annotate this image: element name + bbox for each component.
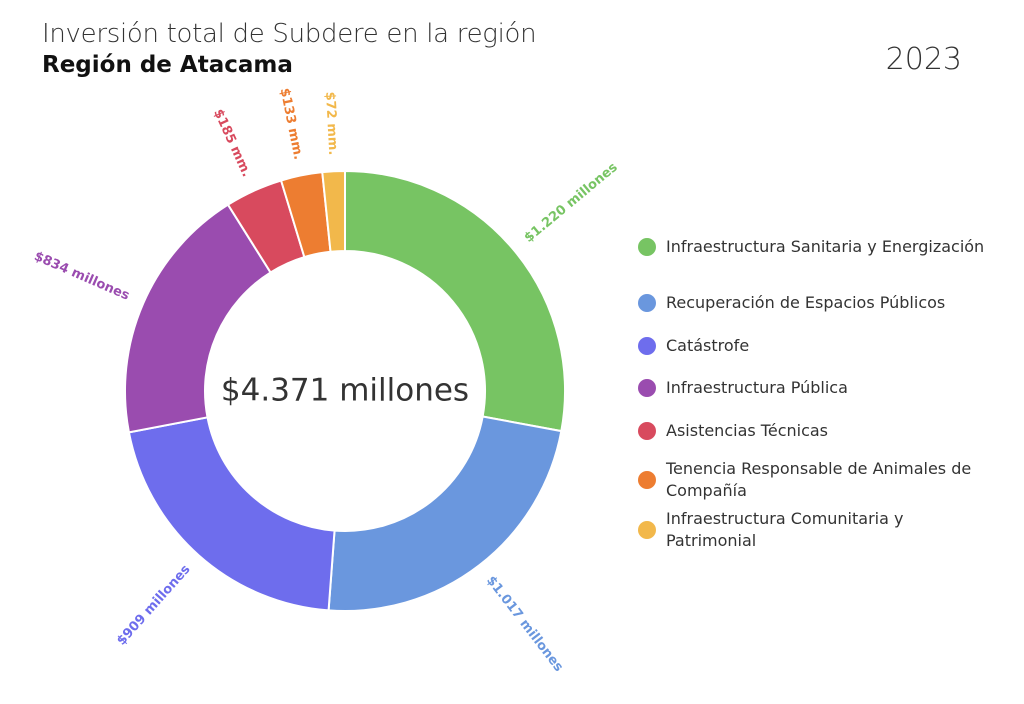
title-block: Inversión total de Subdere en la región …	[42, 18, 537, 80]
slice-value-label: $1.220 millones	[522, 160, 621, 246]
legend-swatch	[638, 238, 656, 256]
legend-label: Infraestructura Pública	[666, 378, 848, 397]
legend-label: Recuperación de Espacios Públicos	[666, 293, 946, 312]
slice-value-label: $72 mm.	[322, 91, 340, 155]
legend-label: Tenencia Responsable de Animales de Comp…	[666, 459, 972, 500]
legend-label: Infraestructura Sanitaria y Energización	[666, 237, 985, 256]
chart-title: Región de Atacama	[42, 52, 293, 78]
legend-item: Infraestructura Sanitaria y Energización	[638, 236, 998, 258]
legend-item: Tenencia Responsable de Animales de Comp…	[638, 458, 998, 502]
legend-swatch	[638, 422, 656, 440]
legend-swatch	[638, 379, 656, 397]
donut-slice	[321, 169, 346, 253]
legend-item: Catástrofe	[638, 335, 998, 357]
legend-item: Infraestructura Pública	[638, 377, 998, 399]
year-label: 2023	[885, 42, 962, 77]
slice-value-label: $1.017 millones	[483, 573, 566, 675]
center-total-label: $4.371 millones	[221, 373, 469, 409]
legend-item: Infraestructura Comunitaria y Patrimonia…	[638, 508, 998, 552]
slice-value-label: $185 mm.	[210, 107, 254, 179]
slice-value-label: $909 millones	[114, 562, 193, 649]
legend-label: Infraestructura Comunitaria y Patrimonia…	[666, 509, 904, 550]
legend-label: Asistencias Técnicas	[666, 421, 829, 440]
donut-slice	[327, 415, 563, 612]
donut-slice	[344, 169, 566, 433]
chart-subtitle: Inversión total de Subdere en la región	[42, 19, 537, 49]
legend-swatch	[638, 337, 656, 355]
donut-slices	[124, 169, 566, 612]
legend-swatch	[638, 294, 656, 312]
legend-label: Catástrofe	[666, 336, 750, 355]
legend-swatch	[638, 521, 656, 539]
legend-swatch	[638, 471, 656, 489]
donut-slice	[127, 416, 336, 612]
slice-value-label: $834 millones	[32, 249, 132, 304]
legend-item: Asistencias Técnicas	[638, 420, 998, 442]
slice-value-label: $133 mm.	[277, 87, 306, 161]
legend-item: Recuperación de Espacios Públicos	[638, 292, 998, 314]
